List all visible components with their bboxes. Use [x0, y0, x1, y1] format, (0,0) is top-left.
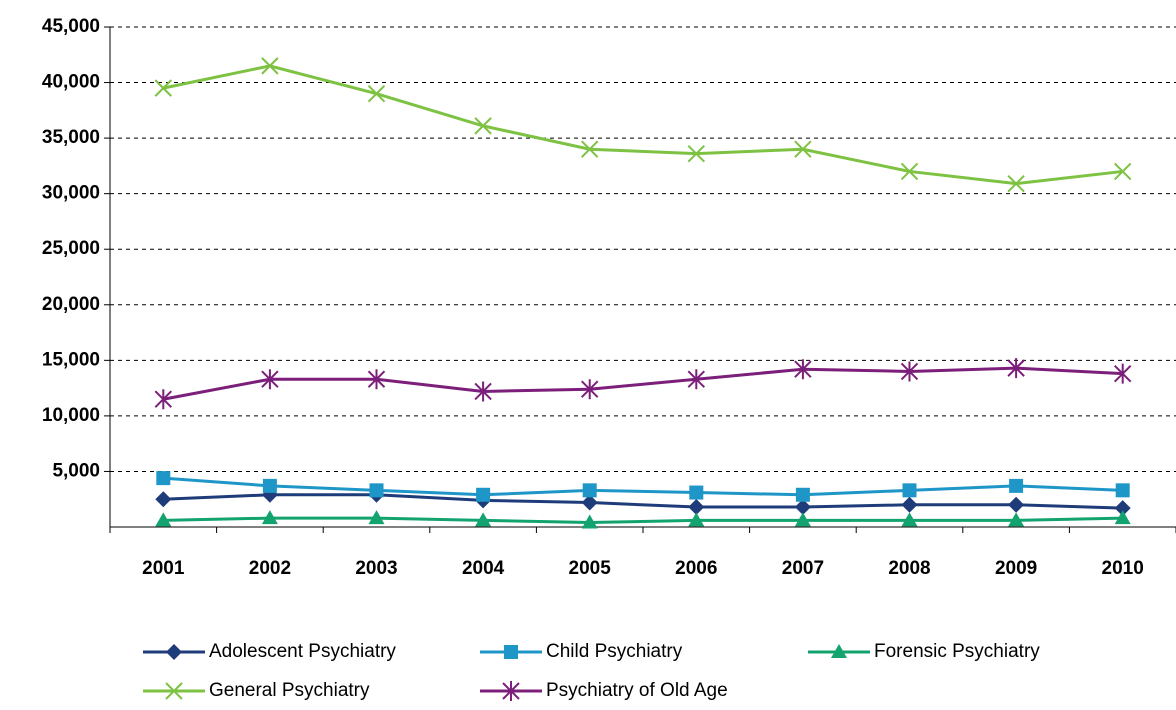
marker — [504, 645, 518, 659]
marker — [831, 644, 847, 658]
y-tick-label: 15,000 — [42, 349, 100, 370]
marker — [262, 478, 277, 493]
x-tick-label: 2006 — [675, 558, 717, 579]
x-tick-label: 2010 — [1102, 558, 1144, 579]
marker — [581, 494, 598, 511]
marker — [261, 57, 279, 75]
marker — [794, 359, 812, 380]
y-tick-label: 5,000 — [52, 460, 100, 481]
marker — [902, 483, 917, 498]
marker — [156, 471, 171, 486]
marker — [1009, 478, 1024, 493]
series-line — [162, 64, 1123, 186]
marker — [475, 512, 492, 527]
marker — [900, 361, 919, 382]
legend-label: Forensic Psychiatry — [874, 641, 1040, 662]
marker — [367, 84, 386, 103]
marker — [688, 499, 705, 515]
marker — [901, 512, 918, 527]
marker — [1113, 162, 1132, 181]
marker — [502, 681, 520, 701]
marker — [261, 369, 279, 390]
marker — [795, 487, 810, 502]
x-tick-label: 2008 — [888, 558, 930, 579]
x-tick-label: 2004 — [462, 558, 505, 579]
marker — [901, 496, 918, 513]
y-tick-label: 10,000 — [42, 405, 100, 426]
marker — [155, 491, 172, 508]
marker — [580, 140, 599, 158]
marker — [1007, 358, 1025, 379]
marker — [261, 510, 278, 525]
marker — [580, 379, 599, 400]
legend-label: Psychiatry of Old Age — [546, 680, 728, 701]
marker — [367, 369, 386, 390]
marker — [1008, 496, 1025, 513]
series-line — [163, 493, 1123, 510]
y-tick-label: 30,000 — [42, 183, 100, 204]
marker — [1008, 512, 1025, 527]
marker — [368, 510, 385, 525]
marker — [154, 79, 173, 97]
series-line — [163, 476, 1123, 497]
x-tick-label: 2002 — [249, 558, 291, 579]
marker — [794, 499, 811, 515]
marker — [1114, 500, 1131, 517]
marker — [1113, 363, 1132, 384]
marker — [794, 512, 811, 527]
marker — [166, 644, 182, 660]
legend-label: General Psychiatry — [209, 680, 370, 701]
marker — [794, 140, 812, 158]
legend-label: Adolescent Psychiatry — [209, 641, 396, 662]
y-tick-label: 45,000 — [42, 16, 100, 37]
marker — [688, 512, 705, 527]
series-line — [163, 516, 1123, 525]
x-tick-label: 2001 — [142, 558, 185, 579]
marker — [582, 483, 597, 498]
marker — [165, 682, 183, 700]
marker — [687, 144, 706, 163]
x-tick-label: 2007 — [782, 558, 824, 579]
marker — [581, 514, 598, 529]
marker — [476, 487, 491, 502]
series-line — [163, 366, 1123, 401]
x-tick-label: 2005 — [569, 558, 612, 579]
marker — [1114, 510, 1131, 525]
marker — [369, 483, 384, 498]
legend-label: Child Psychiatry — [546, 641, 683, 662]
marker — [474, 117, 492, 135]
marker — [689, 485, 704, 500]
x-tick-label: 2003 — [355, 558, 397, 579]
y-tick-label: 35,000 — [42, 127, 100, 148]
marker — [155, 512, 172, 527]
marker — [1007, 174, 1025, 193]
y-tick-label: 25,000 — [42, 238, 100, 259]
marker — [1115, 483, 1130, 498]
y-tick-label: 40,000 — [42, 72, 100, 93]
y-tick-label: 20,000 — [42, 294, 100, 315]
marker — [687, 369, 706, 390]
marker — [154, 389, 173, 410]
x-tick-label: 2009 — [995, 558, 1037, 579]
marker — [474, 381, 492, 402]
marker — [900, 162, 919, 181]
